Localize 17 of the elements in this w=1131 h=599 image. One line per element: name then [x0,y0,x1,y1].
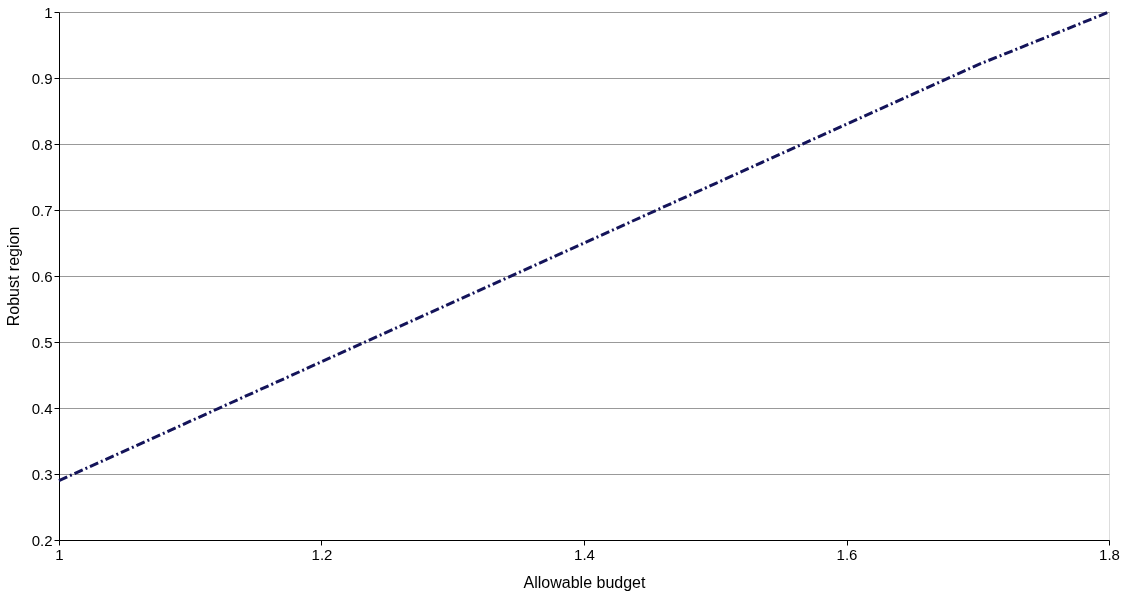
y-axis-title: Robust region [4,226,22,327]
line-series [57,10,1111,483]
y-tick-label: 0.2 [31,531,53,549]
y-tick-label: 0.9 [31,69,53,87]
x-tick-label: 1.8 [1099,545,1120,563]
y-tick-label: 1 [44,3,53,21]
y-tick-label: 0.5 [31,333,53,351]
y-tick-label: 0.7 [31,201,53,219]
y-tick-label: 0.4 [31,399,53,417]
x-tick-label: 1.4 [574,545,595,563]
y-tick-label: 0.3 [31,465,53,483]
y-tick-label: 0.8 [31,135,53,153]
x-tick-label: 1.6 [836,545,858,563]
x-axis-title: Allowable budget [523,573,646,591]
x-tick-label: 1.2 [311,545,333,563]
x-tick-label: 1 [55,545,64,563]
y-tick-label: 0.6 [31,267,53,285]
